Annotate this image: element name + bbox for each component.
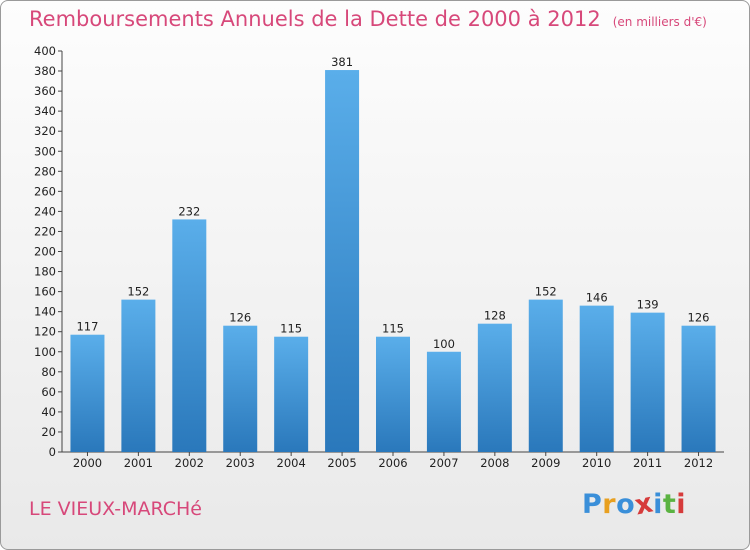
y-tick-label: 360 [34, 84, 56, 98]
x-tick-label: 2004 [277, 456, 306, 470]
chart-title: Remboursements Annuels de la Dette de 20… [29, 7, 707, 31]
x-tick-label: 2008 [480, 456, 509, 470]
data-label: 115 [280, 322, 302, 336]
data-label: 128 [484, 309, 506, 323]
y-tick-label: 320 [34, 124, 56, 138]
logo-letter: i [653, 489, 663, 520]
bar-2004 [274, 336, 309, 452]
bar-2012 [681, 325, 716, 452]
y-tick-label: 160 [34, 285, 56, 299]
bar-2001 [121, 299, 156, 452]
data-label: 139 [637, 298, 659, 312]
y-tick-label: 0 [49, 445, 56, 459]
y-tick-label: 140 [34, 305, 56, 319]
y-tick-label: 400 [34, 44, 56, 58]
x-tick-label: 2005 [327, 456, 356, 470]
x-tick-label: 2012 [684, 456, 713, 470]
data-label: 381 [331, 55, 353, 69]
data-label: 115 [382, 322, 404, 336]
logo-letter: P [582, 489, 603, 520]
data-label: 152 [535, 285, 557, 299]
x-tick-label: 2006 [378, 456, 407, 470]
x-tick-label: 2002 [175, 456, 204, 470]
logo-letter: r [602, 489, 617, 520]
x-tick-label: 2001 [124, 456, 153, 470]
y-tick-label: 380 [34, 64, 56, 78]
bar-2008 [477, 323, 512, 452]
logo-letter: o [616, 489, 636, 520]
bar-2002 [172, 219, 207, 452]
logo-letter: t [662, 489, 677, 520]
x-tick-label: 2011 [633, 456, 662, 470]
bar-2007 [426, 351, 461, 452]
y-tick-label: 80 [41, 365, 56, 379]
x-tick-label: 2009 [531, 456, 560, 470]
bar-2009 [528, 299, 563, 452]
x-tick-label: 2000 [73, 456, 102, 470]
data-label: 117 [76, 320, 98, 334]
y-tick-label: 40 [41, 405, 56, 419]
y-tick-label: 260 [34, 184, 56, 198]
y-tick-label: 280 [34, 164, 56, 178]
y-tick-label: 180 [34, 265, 56, 279]
y-tick-label: 20 [41, 425, 56, 439]
bar-2000 [70, 334, 105, 452]
y-tick-label: 100 [34, 345, 56, 359]
y-tick-label: 120 [34, 325, 56, 339]
place-name: LE VIEUX-MARCHé [29, 498, 202, 520]
logo-letter: i [676, 489, 687, 520]
x-tick-label: 2007 [429, 456, 458, 470]
y-tick-label: 300 [34, 144, 56, 158]
data-label: 232 [178, 204, 200, 218]
data-label: 126 [229, 311, 251, 325]
bar-2006 [376, 336, 410, 452]
data-label: 152 [127, 285, 149, 299]
bar-2003 [223, 325, 258, 452]
bar-2005 [325, 70, 360, 453]
data-label: 146 [586, 291, 608, 305]
y-tick-label: 240 [34, 204, 56, 218]
title-unit: (en milliers d'€) [612, 15, 707, 29]
data-label: 126 [688, 311, 710, 325]
y-tick-label: 60 [41, 385, 56, 399]
title-text: Remboursements Annuels de la Dette de 20… [29, 7, 601, 31]
y-tick-label: 340 [34, 104, 56, 118]
bar-2011 [630, 312, 665, 452]
proxiti-logo: Proxiti [582, 487, 687, 521]
bar-2010 [579, 305, 614, 452]
x-tick-label: 2010 [582, 456, 611, 470]
y-tick-label: 220 [34, 224, 56, 238]
data-label: 100 [433, 337, 455, 351]
x-tick-label: 2003 [226, 456, 255, 470]
y-tick-label: 200 [34, 245, 56, 259]
